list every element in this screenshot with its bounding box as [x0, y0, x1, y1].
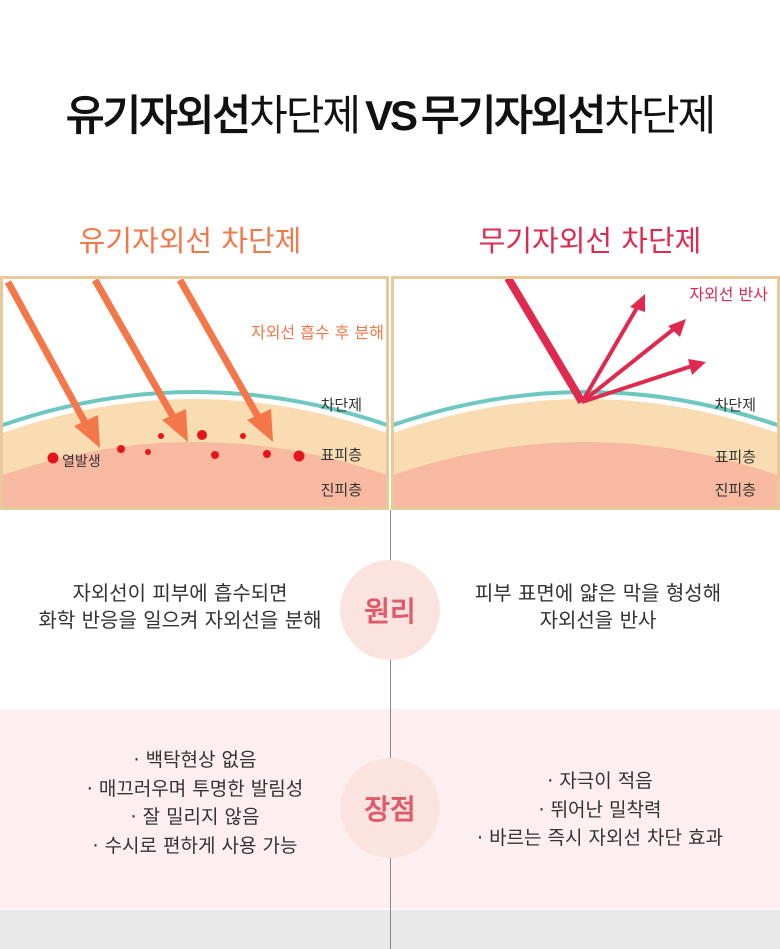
list-item: 매끄러우며 투명한 발림성	[40, 775, 350, 804]
heat-label: 열발생	[62, 454, 101, 470]
title-sunscreen-2: 차단제	[604, 91, 716, 140]
inorganic-principle-line: 자외선을 반사	[539, 608, 657, 632]
dermis-label-right: 진피층	[715, 481, 756, 499]
heat-dots	[47, 430, 305, 464]
dermis-label-left: 진피층	[321, 481, 362, 499]
epidermis-label-left: 표피층	[321, 446, 362, 464]
list-item: 백탁현상 없음	[40, 746, 350, 775]
title-sunscreen-1: 차단제	[249, 91, 361, 140]
organic-principle-line: 자외선이 피부에 흡수되면	[72, 581, 288, 605]
organic-diagram-frame	[0, 276, 389, 510]
skin-diagram: 자외선 흡수 후 분해 열발생 차단제 표피층 진피층 자외선 반사 차단제 표…	[0, 276, 780, 510]
organic-advantages: 백탁현상 없음 매끄러우며 투명한 발림성 잘 밀리지 않음 수시로 편하게 사…	[40, 746, 350, 860]
inorganic-principle-line: 피부 표면에 얇은 막을 형성해	[474, 581, 722, 605]
organic-column-title: 유기자외선 차단제	[78, 224, 302, 258]
epidermis-label-right: 표피층	[715, 448, 756, 466]
title-vs: VS	[364, 92, 418, 139]
organic-diagram: 자외선 흡수 후 분해 열발생 차단제 표피층 진피층	[2, 278, 386, 508]
title-organic: 유기자외선	[65, 91, 251, 140]
inorganic-column-title: 무기자외선 차단제	[478, 224, 702, 258]
advantages-badge: 장점	[340, 758, 440, 858]
inorganic-annotation: 자외선 반사	[689, 285, 768, 304]
principle-badge: 원리	[340, 560, 440, 660]
incoming-uv-beam	[504, 278, 586, 405]
inorganic-diagram: 자외선 반사 차단제 표피층 진피층	[394, 278, 778, 508]
inorganic-advantages: 자극이 적음 뛰어난 밀착력 바르는 즉시 자외선 차단 효과	[440, 767, 760, 853]
reflected-arrow	[580, 319, 686, 404]
dermis-layer-right	[394, 440, 778, 508]
dermis-layer-left	[2, 440, 386, 508]
list-item: 자극이 적음	[440, 767, 760, 796]
list-item: 바르는 즉시 자외선 차단 효과	[440, 824, 760, 853]
title-inorganic: 무기자외선	[421, 91, 606, 140]
epidermis-layer-right	[394, 399, 778, 476]
list-item: 잘 밀리지 않음	[40, 803, 350, 832]
sunscreen-label-left: 차단제	[321, 396, 362, 414]
main-title: 유기자외선차단제 VS 무기자외선차단제	[0, 82, 780, 143]
sunscreen-label-right: 차단제	[715, 396, 756, 414]
reflected-arrow	[581, 359, 706, 404]
inorganic-diagram-frame	[391, 276, 780, 510]
uv-arrow	[176, 278, 273, 442]
center-divider	[390, 510, 391, 949]
reflected-arrow	[580, 294, 645, 404]
list-item: 뛰어난 밀착력	[440, 796, 760, 825]
uv-arrow	[4, 280, 100, 448]
inorganic-principle: 피부 표면에 얇은 막을 형성해 자외선을 반사	[428, 580, 768, 634]
uv-arrow	[91, 278, 188, 442]
organic-annotation: 자외선 흡수 후 분해	[251, 323, 384, 342]
organic-principle-line: 화학 반응을 일으켜 자외선을 분해	[38, 608, 322, 632]
organic-principle: 자외선이 피부에 흡수되면 화학 반응을 일으켜 자외선을 분해	[10, 580, 350, 634]
list-item: 수시로 편하게 사용 가능	[40, 832, 350, 861]
sunscreen-layer-left	[2, 390, 386, 428]
